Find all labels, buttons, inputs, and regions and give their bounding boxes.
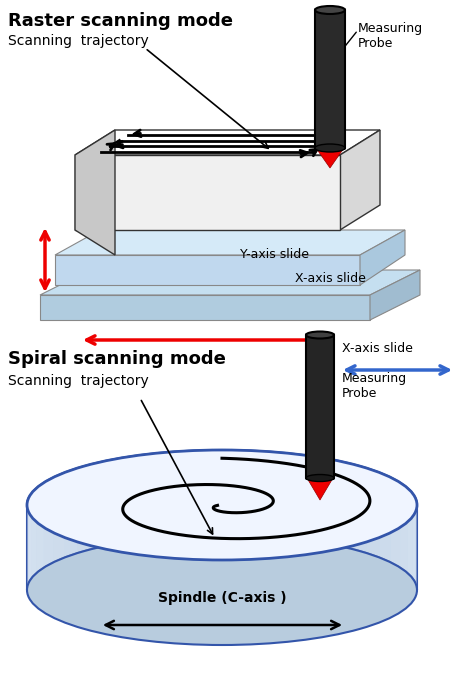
Text: X-axis slide: X-axis slide bbox=[342, 342, 413, 355]
Polygon shape bbox=[75, 130, 380, 155]
Polygon shape bbox=[416, 500, 417, 590]
Polygon shape bbox=[27, 500, 28, 590]
Ellipse shape bbox=[27, 450, 417, 560]
Polygon shape bbox=[36, 482, 44, 573]
Polygon shape bbox=[242, 451, 263, 536]
Polygon shape bbox=[75, 155, 340, 230]
Text: Spindle (C-axis ): Spindle (C-axis ) bbox=[158, 591, 286, 605]
Text: Scanning  trajectory: Scanning trajectory bbox=[8, 374, 149, 388]
Text: Measuring
Probe: Measuring Probe bbox=[342, 372, 407, 400]
FancyBboxPatch shape bbox=[306, 334, 334, 479]
Text: Y-axis slide: Y-axis slide bbox=[240, 248, 309, 261]
Polygon shape bbox=[75, 130, 115, 255]
Polygon shape bbox=[380, 473, 391, 562]
Polygon shape bbox=[55, 255, 360, 285]
Polygon shape bbox=[222, 450, 242, 536]
Polygon shape bbox=[307, 478, 333, 500]
Polygon shape bbox=[400, 482, 408, 573]
Polygon shape bbox=[337, 460, 353, 549]
Polygon shape bbox=[31, 488, 36, 578]
Polygon shape bbox=[282, 453, 301, 540]
Polygon shape bbox=[353, 464, 367, 553]
Polygon shape bbox=[40, 270, 420, 295]
Polygon shape bbox=[263, 451, 282, 538]
Ellipse shape bbox=[306, 332, 334, 339]
Ellipse shape bbox=[315, 144, 345, 152]
Polygon shape bbox=[55, 230, 405, 255]
Polygon shape bbox=[316, 148, 344, 168]
Polygon shape bbox=[408, 488, 413, 578]
Polygon shape bbox=[125, 455, 143, 542]
Polygon shape bbox=[340, 130, 380, 230]
Polygon shape bbox=[370, 270, 420, 320]
Polygon shape bbox=[91, 460, 108, 549]
Polygon shape bbox=[44, 477, 53, 567]
Text: Raster scanning mode: Raster scanning mode bbox=[8, 12, 233, 30]
Polygon shape bbox=[64, 468, 77, 558]
Polygon shape bbox=[182, 451, 201, 536]
Polygon shape bbox=[391, 477, 400, 567]
Polygon shape bbox=[301, 455, 319, 542]
Polygon shape bbox=[360, 230, 405, 285]
Polygon shape bbox=[413, 493, 416, 585]
Polygon shape bbox=[40, 295, 370, 320]
Polygon shape bbox=[27, 450, 417, 590]
Polygon shape bbox=[319, 457, 337, 545]
Ellipse shape bbox=[27, 535, 417, 645]
Polygon shape bbox=[53, 473, 64, 562]
Ellipse shape bbox=[306, 475, 334, 482]
Ellipse shape bbox=[315, 6, 345, 14]
Text: Measuring
Probe: Measuring Probe bbox=[358, 22, 423, 50]
Polygon shape bbox=[201, 450, 222, 536]
Polygon shape bbox=[162, 451, 182, 538]
Polygon shape bbox=[108, 457, 125, 545]
FancyBboxPatch shape bbox=[315, 9, 345, 149]
Text: Spiral scanning mode: Spiral scanning mode bbox=[8, 350, 226, 368]
Polygon shape bbox=[143, 453, 162, 540]
Text: Scanning  trajectory: Scanning trajectory bbox=[8, 34, 149, 48]
Polygon shape bbox=[367, 468, 380, 558]
Polygon shape bbox=[77, 464, 91, 553]
Text: X-axis slide: X-axis slide bbox=[295, 272, 366, 285]
Polygon shape bbox=[28, 493, 31, 585]
